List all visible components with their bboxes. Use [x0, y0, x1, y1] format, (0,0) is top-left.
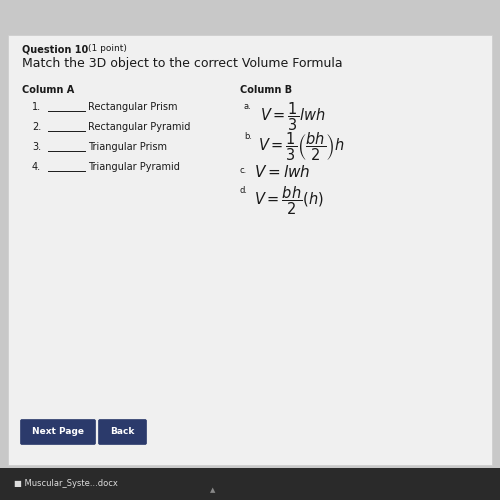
- Text: 1.: 1.: [32, 102, 41, 112]
- Text: Column B: Column B: [240, 85, 292, 95]
- Text: Triangular Pyramid: Triangular Pyramid: [88, 162, 180, 172]
- Text: ▲: ▲: [210, 487, 216, 493]
- Text: $V = \dfrac{bh}{2}(h)$: $V = \dfrac{bh}{2}(h)$: [254, 184, 324, 216]
- Text: Back: Back: [110, 428, 134, 436]
- Text: d.: d.: [240, 186, 248, 195]
- FancyBboxPatch shape: [20, 420, 96, 444]
- Text: 3.: 3.: [32, 142, 41, 152]
- Bar: [8, 35, 492, 465]
- Text: Next Page: Next Page: [32, 428, 84, 436]
- Text: (1 point): (1 point): [88, 44, 127, 53]
- Text: c.: c.: [240, 166, 247, 175]
- Bar: [0, 468, 500, 500]
- Text: b.: b.: [244, 132, 252, 141]
- Text: Triangular Prism: Triangular Prism: [88, 142, 167, 152]
- Text: 2.: 2.: [32, 122, 41, 132]
- Text: a.: a.: [244, 102, 252, 111]
- Text: Rectangular Prism: Rectangular Prism: [88, 102, 178, 112]
- Text: ■ Muscular_Syste...docx: ■ Muscular_Syste...docx: [14, 480, 118, 488]
- Text: 4.: 4.: [32, 162, 41, 172]
- Text: $V = \dfrac{1}{3}lwh$: $V = \dfrac{1}{3}lwh$: [260, 100, 326, 132]
- Text: $V = lwh$: $V = lwh$: [254, 164, 310, 180]
- Text: Rectangular Pyramid: Rectangular Pyramid: [88, 122, 190, 132]
- FancyBboxPatch shape: [98, 420, 146, 444]
- Text: Question 10: Question 10: [22, 44, 88, 54]
- Text: Match the 3D object to the correct Volume Formula: Match the 3D object to the correct Volum…: [22, 57, 342, 70]
- Text: Column A: Column A: [22, 85, 74, 95]
- Text: $V = \dfrac{1}{3}\left(\dfrac{bh}{2}\right)h$: $V = \dfrac{1}{3}\left(\dfrac{bh}{2}\rig…: [258, 130, 345, 162]
